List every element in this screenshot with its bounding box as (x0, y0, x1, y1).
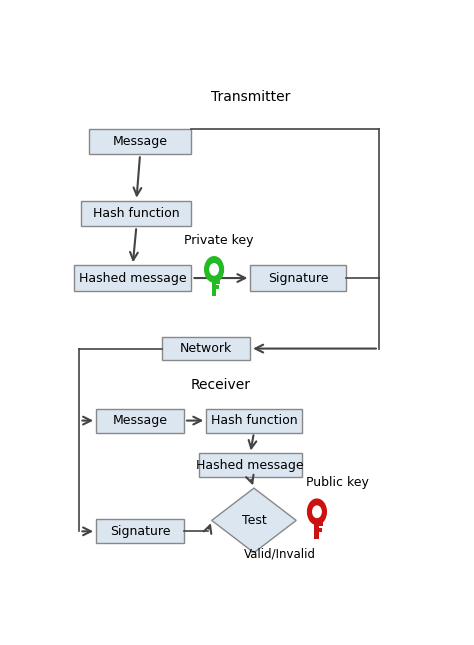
Text: Hash function: Hash function (93, 207, 180, 220)
FancyBboxPatch shape (206, 409, 301, 433)
Text: Message: Message (112, 135, 168, 148)
FancyBboxPatch shape (216, 285, 219, 290)
Text: Hashed message: Hashed message (196, 459, 304, 471)
Text: Network: Network (180, 342, 232, 355)
Text: Private key: Private key (184, 234, 254, 247)
Text: Hashed message: Hashed message (79, 272, 187, 284)
Text: Valid/Invalid: Valid/Invalid (244, 547, 316, 560)
Polygon shape (212, 488, 296, 553)
FancyBboxPatch shape (314, 515, 319, 539)
FancyBboxPatch shape (199, 453, 301, 477)
FancyBboxPatch shape (216, 279, 220, 284)
FancyBboxPatch shape (211, 273, 216, 297)
Text: Transmitter: Transmitter (210, 90, 290, 104)
Circle shape (210, 264, 219, 275)
FancyBboxPatch shape (82, 201, 191, 226)
Text: Hash function: Hash function (210, 414, 297, 427)
FancyBboxPatch shape (96, 409, 184, 433)
Circle shape (313, 506, 321, 517)
FancyBboxPatch shape (89, 128, 191, 154)
FancyBboxPatch shape (74, 265, 191, 291)
FancyBboxPatch shape (96, 519, 184, 543)
Text: Signature: Signature (110, 525, 170, 538)
Text: Message: Message (112, 414, 168, 427)
Text: Signature: Signature (268, 272, 328, 284)
Circle shape (308, 499, 326, 524)
Text: Test: Test (242, 514, 266, 527)
Text: Public key: Public key (306, 475, 369, 489)
FancyBboxPatch shape (319, 528, 322, 532)
Circle shape (205, 257, 223, 282)
FancyBboxPatch shape (250, 265, 346, 291)
FancyBboxPatch shape (162, 337, 250, 361)
FancyBboxPatch shape (319, 521, 323, 526)
Text: Receiver: Receiver (191, 379, 251, 392)
